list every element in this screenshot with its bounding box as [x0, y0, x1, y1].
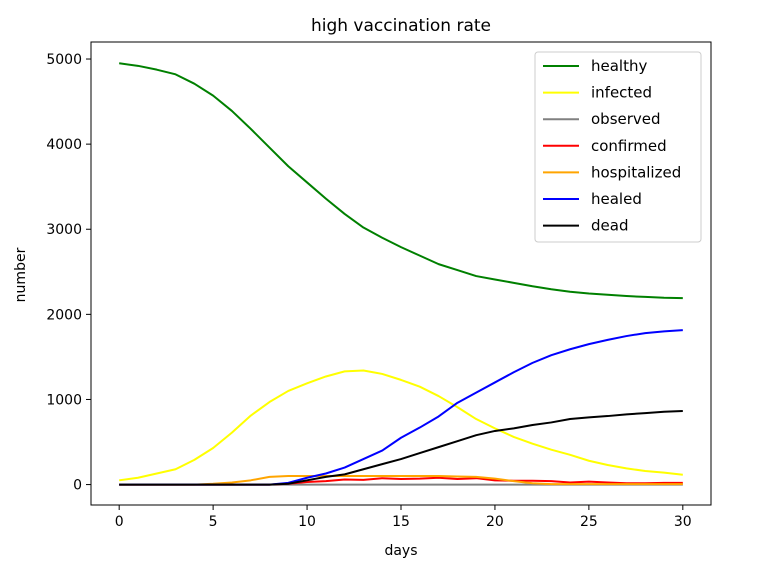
series-line-infected [119, 369, 683, 482]
x-tick-label: 0 [115, 514, 124, 530]
x-tick-label: 5 [209, 514, 218, 530]
y-axis-label: number [13, 247, 29, 302]
x-axis-label: days [384, 543, 417, 559]
series-line-healthy [119, 62, 683, 300]
legend-label-healed: healed [591, 190, 642, 208]
y-tick-label: 4000 [46, 137, 82, 153]
series-lines [119, 62, 683, 486]
x-tick-label: 10 [298, 514, 316, 530]
y-tick-label: 5000 [46, 52, 82, 68]
x-tick-label: 15 [392, 514, 410, 530]
x-tick-label: 30 [674, 514, 692, 530]
legend: healthy infected observed confirmed hospital… [534, 51, 702, 243]
legend-label-dead: dead [591, 217, 628, 235]
y-axis-ticks: 0 1000 2000 3000 4000 5000 [46, 52, 91, 494]
chart-title: high vaccination rate [311, 16, 491, 36]
y-tick-label: 1000 [46, 392, 82, 408]
x-axis-ticks: 0 5 10 15 20 25 30 [115, 505, 692, 530]
y-tick-label: 0 [73, 478, 82, 494]
series-line-dead [119, 409, 683, 486]
y-tick-label: 3000 [46, 222, 82, 238]
legend-label-hospitalized: hospitalized [591, 163, 681, 181]
legend-label-observed: observed [591, 110, 661, 128]
legend-label-infected: infected [591, 84, 652, 102]
x-tick-label: 20 [486, 514, 504, 530]
legend-label-healthy: healthy [591, 57, 647, 75]
legend-label-confirmed: confirmed [591, 137, 667, 155]
y-tick-label: 2000 [46, 307, 82, 323]
legend-box [534, 51, 702, 243]
x-tick-label: 25 [580, 514, 598, 530]
